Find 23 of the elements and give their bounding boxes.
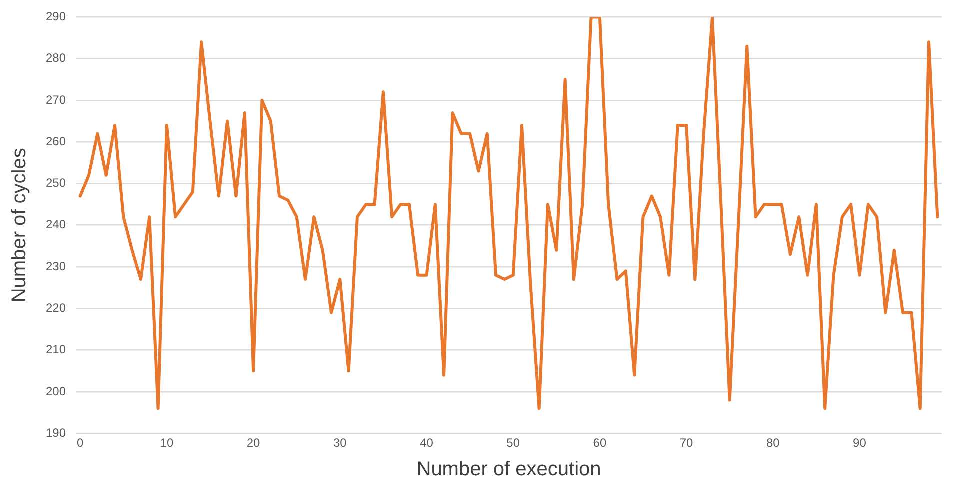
y-tick-label: 270 xyxy=(46,92,66,107)
y-tick-label: 190 xyxy=(46,426,66,440)
y-tick-label: 280 xyxy=(46,51,66,66)
x-axis-title: Number of execution xyxy=(416,458,602,481)
x-tick-label: 0 xyxy=(77,436,84,450)
y-axis-title: Number of cycles xyxy=(8,148,31,303)
x-tick-label: 90 xyxy=(853,436,867,450)
x-tick-label: 30 xyxy=(333,436,348,450)
x-tick-label: 40 xyxy=(420,436,434,450)
y-tick-label: 240 xyxy=(46,218,66,232)
y-tick-label: 200 xyxy=(46,384,66,398)
x-tick-label: 50 xyxy=(506,436,520,450)
y-tick-label: 290 xyxy=(46,10,66,24)
x-tick-label: 60 xyxy=(593,436,607,450)
x-tick-label: 20 xyxy=(246,436,261,450)
y-tick-label: 260 xyxy=(46,134,66,148)
y-tick-label: 250 xyxy=(46,176,66,190)
x-tick-label: 80 xyxy=(766,436,780,450)
y-tick-label: 220 xyxy=(46,300,66,315)
y-tick-label: 210 xyxy=(46,342,66,357)
x-tick-label: 10 xyxy=(160,436,174,450)
y-tick-label: 230 xyxy=(46,259,66,274)
x-tick-label: 70 xyxy=(680,436,694,450)
